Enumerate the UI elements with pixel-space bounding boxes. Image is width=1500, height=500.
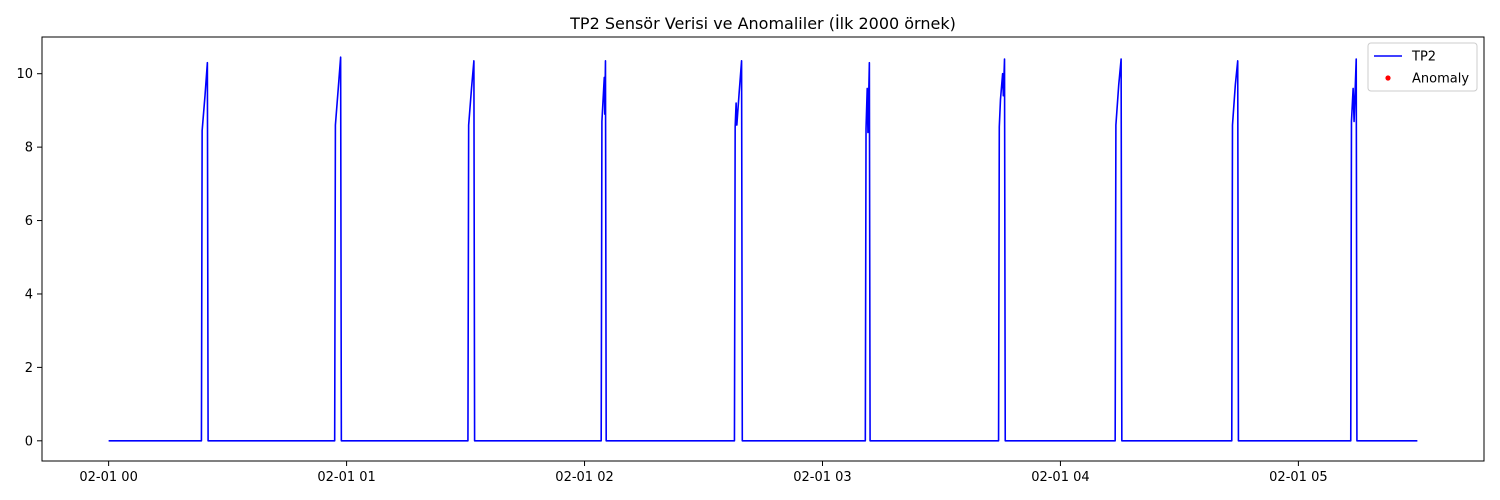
- legend-swatch-dot: [1385, 75, 1391, 81]
- y-tick-label: 8: [25, 141, 33, 156]
- y-tick-label: 2: [25, 361, 33, 376]
- chart-title: TP2 Sensör Verisi ve Anomaliler (İlk 200…: [569, 14, 956, 33]
- y-tick-label: 6: [25, 214, 33, 229]
- y-tick-label: 0: [25, 434, 33, 449]
- x-tick-label: 02-01 02: [555, 470, 613, 485]
- y-tick-label: 10: [16, 67, 33, 82]
- legend-label-anomaly: Anomaly: [1412, 72, 1469, 87]
- legend-label-tp2: TP2: [1411, 50, 1436, 65]
- axes: 02-01 00 02-01 01 02-01 02 02-01 03 02-01 04…: [16, 36, 1485, 485]
- x-tick-label: 02-01 05: [1269, 470, 1327, 485]
- legend: TP2 Anomaly: [1367, 42, 1478, 92]
- x-tick-label: 02-01 03: [793, 470, 851, 485]
- x-tick-label: 02-01 01: [317, 470, 375, 485]
- y-tick-label: 4: [25, 287, 33, 302]
- axes-frame: [41, 36, 1485, 462]
- x-tick-label: 02-01 00: [79, 470, 137, 485]
- series-line-tp2: [108, 56, 1418, 442]
- plot-area: [108, 56, 1418, 442]
- x-tick-label: 02-01 04: [1031, 470, 1089, 485]
- legend-box: [1367, 42, 1478, 92]
